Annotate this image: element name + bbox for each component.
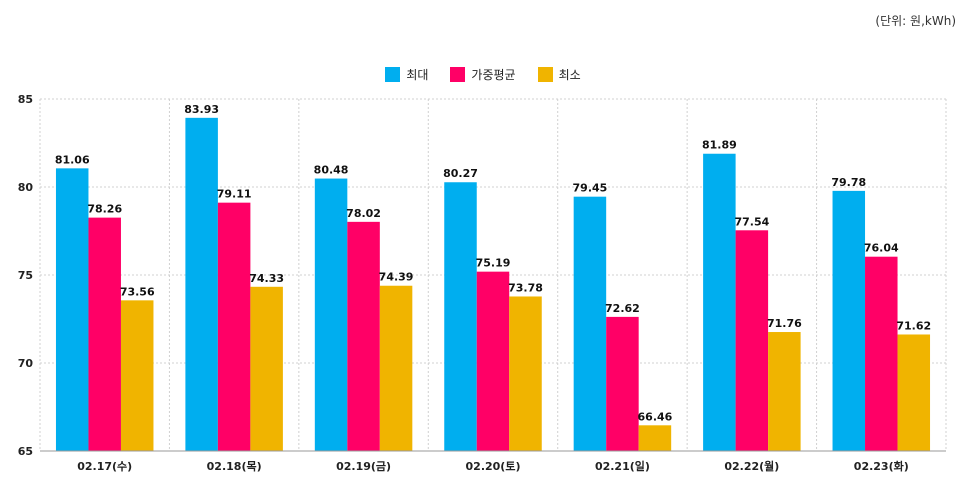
data-label: 71.62 [896, 319, 931, 332]
data-label: 73.56 [120, 285, 155, 298]
bar [703, 153, 736, 451]
data-label: 79.78 [831, 176, 866, 189]
bar [476, 271, 510, 451]
data-label: 78.02 [346, 207, 381, 220]
data-label: 81.06 [55, 153, 90, 166]
y-tick-label: 75 [18, 269, 33, 282]
data-label: 76.04 [864, 242, 899, 255]
x-tick-label: 02.20(토) [466, 460, 521, 473]
x-tick-label: 02.18(목) [207, 460, 262, 473]
bar [379, 285, 413, 451]
x-tick-label: 02.17(수) [77, 460, 132, 473]
data-label: 79.11 [217, 188, 252, 201]
data-label: 75.19 [476, 257, 511, 270]
bar [832, 190, 866, 451]
unit-label: (단위: 원,kWh) [875, 14, 956, 28]
bar [185, 117, 218, 451]
x-tick-label: 02.23(화) [854, 459, 909, 473]
data-label: 78.26 [87, 203, 122, 216]
bar [865, 256, 898, 451]
data-label: 83.93 [184, 103, 219, 116]
legend-label-0: 최대 [406, 68, 429, 82]
legend-swatch-2 [537, 67, 553, 82]
y-tick-label: 70 [18, 357, 34, 370]
data-label: 81.89 [702, 139, 737, 152]
bar [55, 168, 89, 451]
legend-label-1: 가중평균 [471, 68, 516, 82]
legend-item-0: 최대 [385, 66, 428, 83]
bar [897, 334, 931, 451]
chart-legend: 최대 가중평균 최소 [0, 66, 966, 83]
bar [573, 196, 607, 451]
bar [735, 230, 769, 451]
bar [88, 217, 121, 451]
y-tick-label: 80 [18, 181, 34, 194]
x-tick-label: 02.22(월) [724, 459, 779, 473]
y-tick-label: 85 [18, 93, 33, 106]
data-label: 74.39 [379, 271, 414, 284]
bar [509, 296, 542, 451]
legend-item-2: 최소 [537, 66, 581, 83]
x-tick-label: 02.21(일) [595, 459, 650, 473]
data-label: 74.33 [249, 272, 284, 285]
data-label: 79.45 [573, 182, 608, 195]
x-tick-label: 02.19(금) [336, 460, 391, 473]
bar [638, 425, 672, 451]
legend-swatch-0 [385, 67, 401, 82]
bar [347, 221, 380, 451]
bar [314, 178, 348, 451]
bar [444, 182, 477, 452]
bar [606, 316, 639, 451]
legend-label-2: 최소 [558, 68, 581, 82]
y-tick-label: 65 [18, 445, 33, 458]
data-label: 80.27 [443, 167, 478, 180]
data-label: 71.76 [767, 317, 802, 330]
data-label: 66.46 [638, 410, 673, 423]
bar [217, 202, 251, 451]
data-label: 80.48 [314, 164, 349, 177]
bar [768, 332, 801, 451]
bar [250, 286, 283, 451]
data-label: 73.78 [508, 281, 543, 294]
data-label: 77.54 [734, 215, 769, 228]
data-label: 72.62 [605, 302, 640, 315]
legend-item-1: 가중평균 [450, 66, 516, 83]
bar [120, 300, 154, 451]
legend-swatch-1 [450, 67, 466, 82]
